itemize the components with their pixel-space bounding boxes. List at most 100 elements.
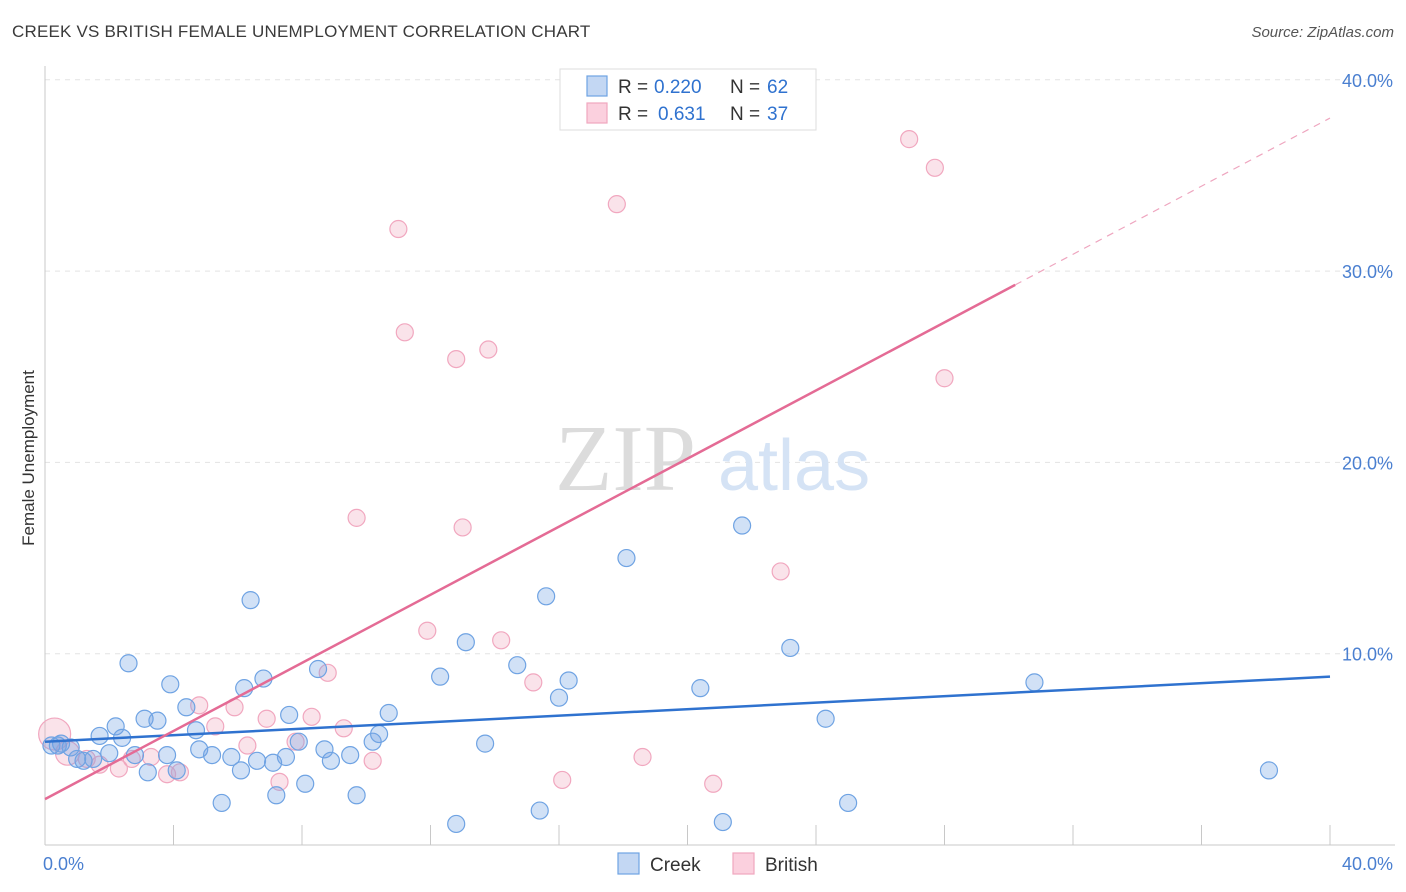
creek-trendline <box>44 675 1331 743</box>
creek-point <box>839 793 858 813</box>
y-axis-label: Female Unemployment <box>19 370 38 546</box>
watermark: ZIP atlas <box>555 407 870 511</box>
creek-point <box>247 751 267 770</box>
watermark-atlas: atlas <box>718 426 870 506</box>
british-point <box>170 763 190 782</box>
british-point <box>925 158 944 177</box>
british-point <box>479 340 498 359</box>
creek-point <box>370 724 389 744</box>
british-point <box>492 631 511 650</box>
british-point <box>900 130 919 149</box>
british-point <box>302 707 321 726</box>
legend-creek-swatch <box>617 852 640 875</box>
british-point <box>524 673 543 692</box>
british-point <box>141 747 161 767</box>
british-trendline-extension <box>1014 117 1331 286</box>
creek-point <box>431 667 450 686</box>
british-point <box>704 774 723 793</box>
british-r-label: R = <box>618 104 648 125</box>
creek-point <box>100 744 119 763</box>
y-tick-label: 10.0% <box>1342 645 1393 665</box>
creek-point <box>617 548 636 568</box>
british-point <box>418 621 437 640</box>
creek-point <box>559 671 578 690</box>
x-tick-labels: 0.0% 40.0% <box>43 854 1393 874</box>
source-credit: Source: ZipAtlas.com <box>1251 24 1394 41</box>
creek-point <box>51 734 71 753</box>
y-tick-labels: 10.0% 20.0% 30.0% 40.0% <box>1342 71 1393 665</box>
x-tick-label: 0.0% <box>43 854 84 874</box>
creek-n-value: 62 <box>767 77 788 98</box>
british-point <box>771 562 790 581</box>
creek-point <box>267 786 286 805</box>
british-point <box>607 195 626 214</box>
watermark-zip: ZIP <box>555 407 696 511</box>
creek-point <box>202 745 222 765</box>
british-point <box>633 747 652 767</box>
creek-r-label: R = <box>618 77 648 98</box>
british-point <box>270 772 289 791</box>
creek-point <box>537 587 556 606</box>
creek-point <box>138 763 157 782</box>
creek-point <box>549 688 569 707</box>
creek-point <box>167 761 186 780</box>
british-point <box>238 736 257 755</box>
british-n-value: 37 <box>767 104 788 125</box>
trendlines <box>44 117 1331 801</box>
creek-point <box>1025 673 1044 692</box>
y-tick-label: 40.0% <box>1342 71 1393 91</box>
creek-point <box>90 726 109 746</box>
creek-point <box>68 749 87 769</box>
axes <box>44 66 1395 846</box>
creek-point <box>308 659 328 679</box>
y-tick-label: 20.0% <box>1342 453 1393 473</box>
british-point <box>257 709 276 728</box>
british-point <box>206 717 225 736</box>
british-point <box>447 349 466 369</box>
creek-point <box>508 656 527 675</box>
creek-point <box>276 747 296 767</box>
creek-point <box>530 801 549 820</box>
british-point <box>363 751 382 770</box>
british-r-value: 0.631 <box>658 104 706 125</box>
british-point <box>453 518 472 537</box>
british-point <box>334 719 353 738</box>
british-point <box>395 323 414 342</box>
creek-point <box>447 814 466 834</box>
creek-point <box>321 751 341 770</box>
british-trendline <box>44 283 1016 801</box>
creek-r-value: 0.220 <box>654 77 702 98</box>
legend-british-label: British <box>765 855 818 876</box>
creek-point <box>289 732 308 751</box>
chart-title: CREEK VS BRITISH FEMALE UNEMPLOYMENT COR… <box>12 22 591 41</box>
creek-point <box>296 774 315 793</box>
legend-british-swatch <box>732 852 755 875</box>
creek-point <box>476 734 495 753</box>
creek-point <box>161 675 180 694</box>
british-point <box>347 508 366 527</box>
british-swatch <box>586 102 608 124</box>
creek-point <box>177 698 196 717</box>
british-point <box>318 663 337 682</box>
x-tick-label: 40.0% <box>1342 854 1393 874</box>
british-point <box>935 369 954 388</box>
creek-point <box>341 745 360 765</box>
creek-point <box>691 679 710 698</box>
creek-point <box>157 745 177 765</box>
legend-creek-label: Creek <box>650 855 701 876</box>
creek-points <box>42 516 1279 834</box>
series-legend: Creek British <box>617 852 818 876</box>
creek-point <box>379 703 398 723</box>
creek-point <box>315 740 334 759</box>
british-point <box>389 219 408 239</box>
creek-swatch <box>586 75 608 97</box>
creek-n-label: N = <box>730 77 760 98</box>
creek-point <box>148 711 167 730</box>
british-n-label: N = <box>730 104 760 125</box>
stats-legend: R = 0.220 N = 62 R = 0.631 N = 37 <box>559 68 817 131</box>
creek-point <box>347 786 366 805</box>
creek-point <box>280 705 299 725</box>
creek-point <box>456 633 475 652</box>
creek-point <box>781 638 800 658</box>
